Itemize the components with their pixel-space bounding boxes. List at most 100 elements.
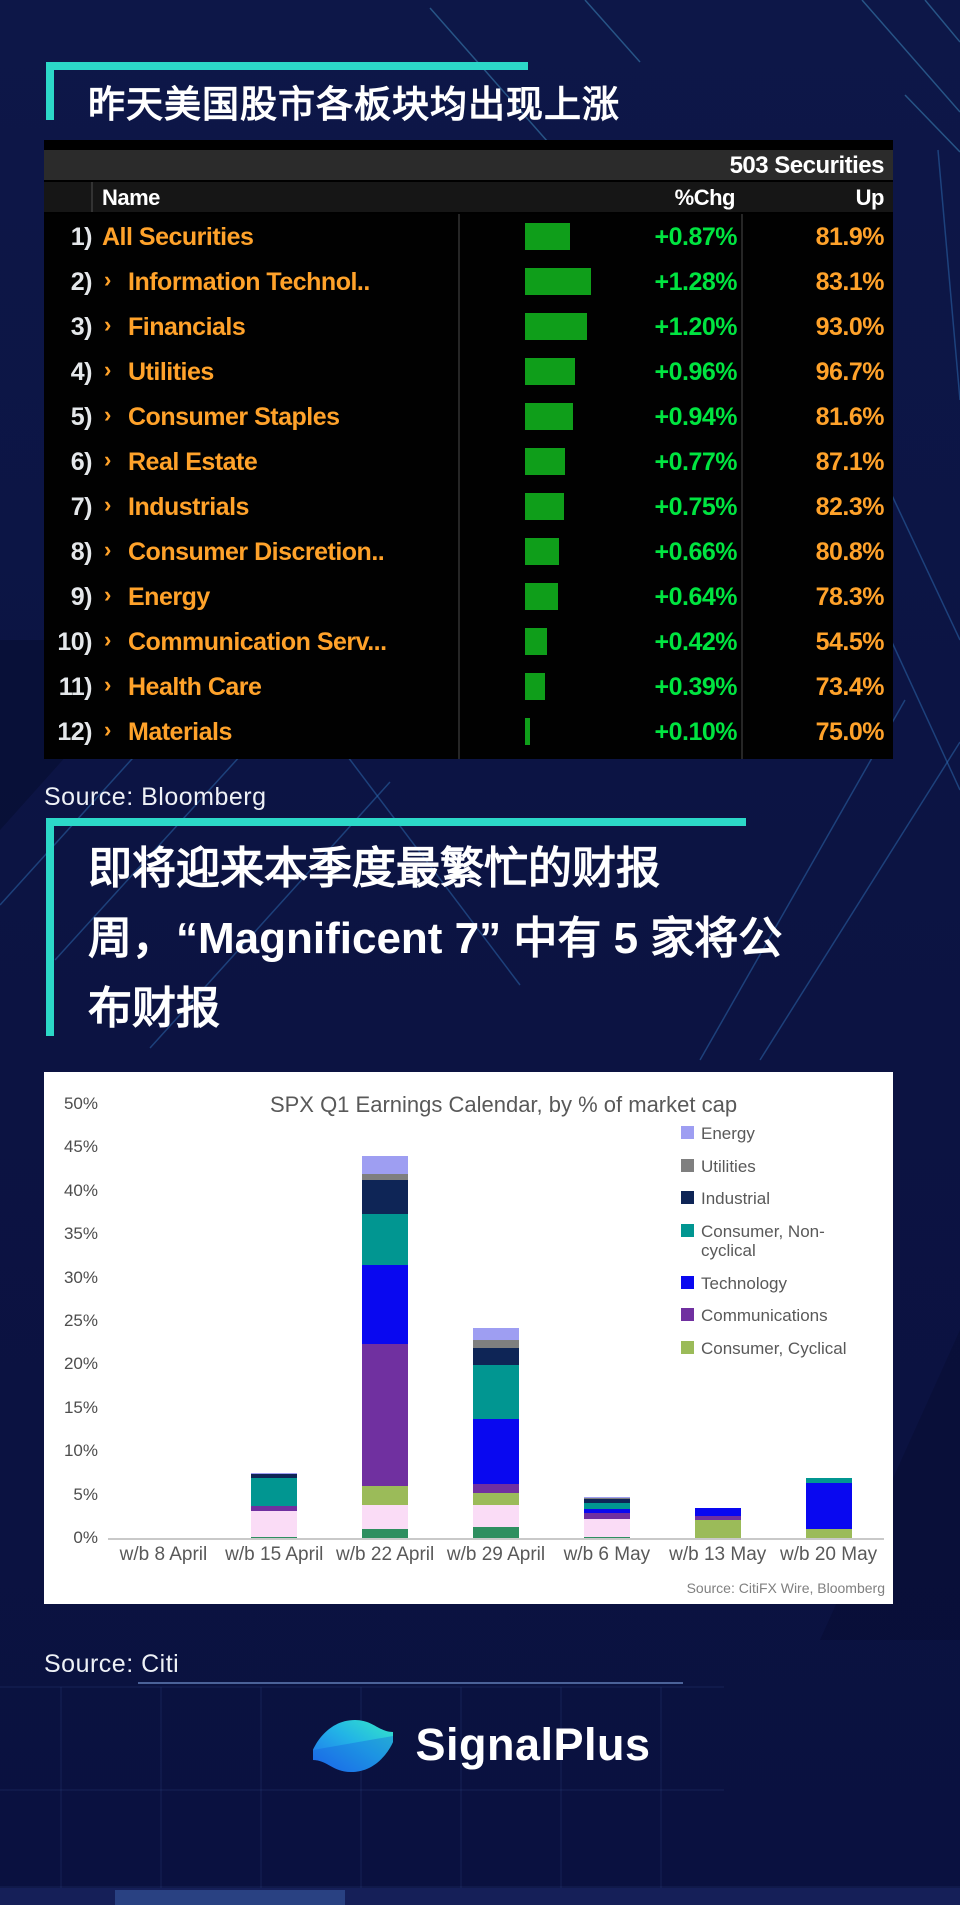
bar-segment: [473, 1365, 519, 1420]
sector-name: Information Technol..: [128, 268, 370, 296]
y-tick-label: 30%: [63, 1267, 98, 1287]
bar-segment: [583, 1497, 630, 1499]
expand-arrow-icon: ›: [104, 537, 111, 562]
chart-bar: [330, 1104, 441, 1538]
bar-segment: [473, 1419, 519, 1485]
source1-label: Source: Bloomberg: [44, 783, 267, 811]
bar-segment: [473, 1484, 519, 1493]
chg-value: +0.94%: [654, 403, 738, 431]
legend-label: Communications: [701, 1306, 828, 1326]
bar-stack: [251, 1472, 298, 1538]
chart-plot: [108, 1104, 884, 1540]
y-tick-label: 5%: [73, 1484, 98, 1504]
legend-label: Consumer, Non-cyclical: [701, 1221, 825, 1261]
up-value: 93.0%: [815, 313, 885, 341]
bar-segment: [583, 1499, 630, 1504]
up-value: 96.7%: [815, 358, 885, 386]
row-number: 2): [70, 268, 93, 296]
row-number: 7): [70, 493, 93, 521]
table-column-divider: [741, 214, 743, 759]
bar-segment: [362, 1174, 409, 1180]
expand-arrow-icon: ›: [104, 672, 111, 697]
legend-swatch: [681, 1223, 694, 1237]
table-row: 6) › Real Estate +0.77% 87.1%: [44, 439, 893, 484]
chart-bar: [108, 1104, 219, 1538]
chart-bar: [551, 1104, 662, 1538]
up-value: 73.4%: [815, 673, 885, 701]
x-tick-label: w/b 20 May: [780, 1544, 878, 1565]
x-tick-label: w/b 13 May: [669, 1544, 767, 1565]
expand-arrow-icon: ›: [104, 402, 111, 427]
chart-bar: [219, 1104, 330, 1538]
bar-segment: [805, 1478, 852, 1483]
chart-legend: Energy Utilities Industrial Consumer, Non-c…: [681, 1124, 859, 1358]
bottom-band: [0, 1888, 960, 1905]
headline1-top-accent: [46, 62, 528, 70]
bar-stack: [694, 1507, 741, 1538]
chg-bar: [525, 673, 545, 700]
bar-segment: [583, 1537, 630, 1538]
chg-value: +1.20%: [654, 313, 738, 341]
bar-segment: [473, 1347, 519, 1366]
chg-value: +0.87%: [654, 223, 738, 251]
sector-name: Real Estate: [128, 448, 258, 476]
chg-bar: [525, 493, 564, 520]
legend-item: Technology: [681, 1274, 859, 1294]
chg-value: +1.28%: [654, 268, 738, 296]
chg-value: +0.10%: [654, 718, 738, 746]
row-number: 8): [70, 538, 93, 566]
legend-swatch: [681, 1308, 694, 1322]
table-row: 7) › Industrials +0.75% 82.3%: [44, 484, 893, 529]
bar-stack: [805, 1478, 852, 1538]
expand-arrow-icon: ›: [104, 582, 111, 607]
y-tick-label: 20%: [63, 1354, 98, 1374]
earnings-calendar-chart: SPX Q1 Earnings Calendar, by % of market…: [44, 1072, 893, 1604]
legend-item: Consumer, Non-cyclical: [681, 1222, 859, 1261]
sector-name: Utilities: [128, 358, 214, 386]
row-number: 6): [70, 448, 93, 476]
bar-stack: [583, 1497, 630, 1538]
table-row: 2) › Information Technol.. +1.28% 83.1%: [44, 259, 893, 304]
row-number: 1): [70, 223, 93, 251]
bar-segment: [473, 1526, 519, 1538]
bloomberg-sector-table: 503 Securities Name %Chg Up 1) All Securi…: [44, 140, 893, 759]
legend-item: Energy: [681, 1124, 859, 1144]
chg-value: +0.96%: [654, 358, 738, 386]
table-row: 11) › Health Care +0.39% 73.4%: [44, 664, 893, 709]
expand-arrow-icon: ›: [104, 357, 111, 382]
bar-segment: [583, 1518, 630, 1538]
bar-segment: [362, 1214, 409, 1266]
legend-item: Industrial: [681, 1189, 859, 1209]
y-tick-label: 40%: [63, 1180, 98, 1200]
bar-segment: [362, 1529, 409, 1538]
table-rows: 1) All Securities +0.87% 81.9% 2) › Informatio…: [44, 214, 893, 759]
table-row: 9) › Energy +0.64% 78.3%: [44, 574, 893, 619]
row-number: 10): [57, 628, 92, 656]
y-tick-label: 0%: [73, 1528, 98, 1547]
chg-bar: [525, 448, 565, 475]
expand-arrow-icon: ›: [104, 312, 111, 337]
expand-arrow-icon: ›: [104, 267, 111, 292]
legend-swatch: [681, 1158, 694, 1172]
section1-headline: 昨天美国股市各板块均出现上涨: [88, 84, 620, 125]
chg-value: +0.42%: [654, 628, 738, 656]
y-tick-label: 10%: [63, 1441, 98, 1461]
expand-arrow-icon: ›: [104, 717, 111, 742]
up-value: 78.3%: [815, 583, 885, 611]
x-tick-label: w/b 6 May: [563, 1544, 651, 1565]
legend-swatch: [681, 1191, 694, 1205]
up-value: 75.0%: [815, 718, 885, 746]
chg-bar: [525, 268, 591, 295]
bar-segment: [694, 1519, 741, 1538]
up-value: 81.9%: [815, 223, 885, 251]
bar-segment: [362, 1156, 409, 1175]
bar-segment: [251, 1478, 298, 1506]
x-tick-label: w/b 29 April: [446, 1544, 546, 1565]
sector-name: Materials: [128, 718, 232, 746]
y-tick-label: 45%: [63, 1137, 98, 1157]
legend-label: Energy: [701, 1124, 755, 1143]
up-value: 83.1%: [815, 268, 885, 296]
chart-title: SPX Q1 Earnings Calendar, by % of market…: [269, 1092, 738, 1117]
up-value: 82.3%: [815, 493, 885, 521]
section2-headline: 即将迎来本季度最繁忙的财报 周，“Magnificent 7” 中有 5 家将公…: [88, 844, 783, 1033]
